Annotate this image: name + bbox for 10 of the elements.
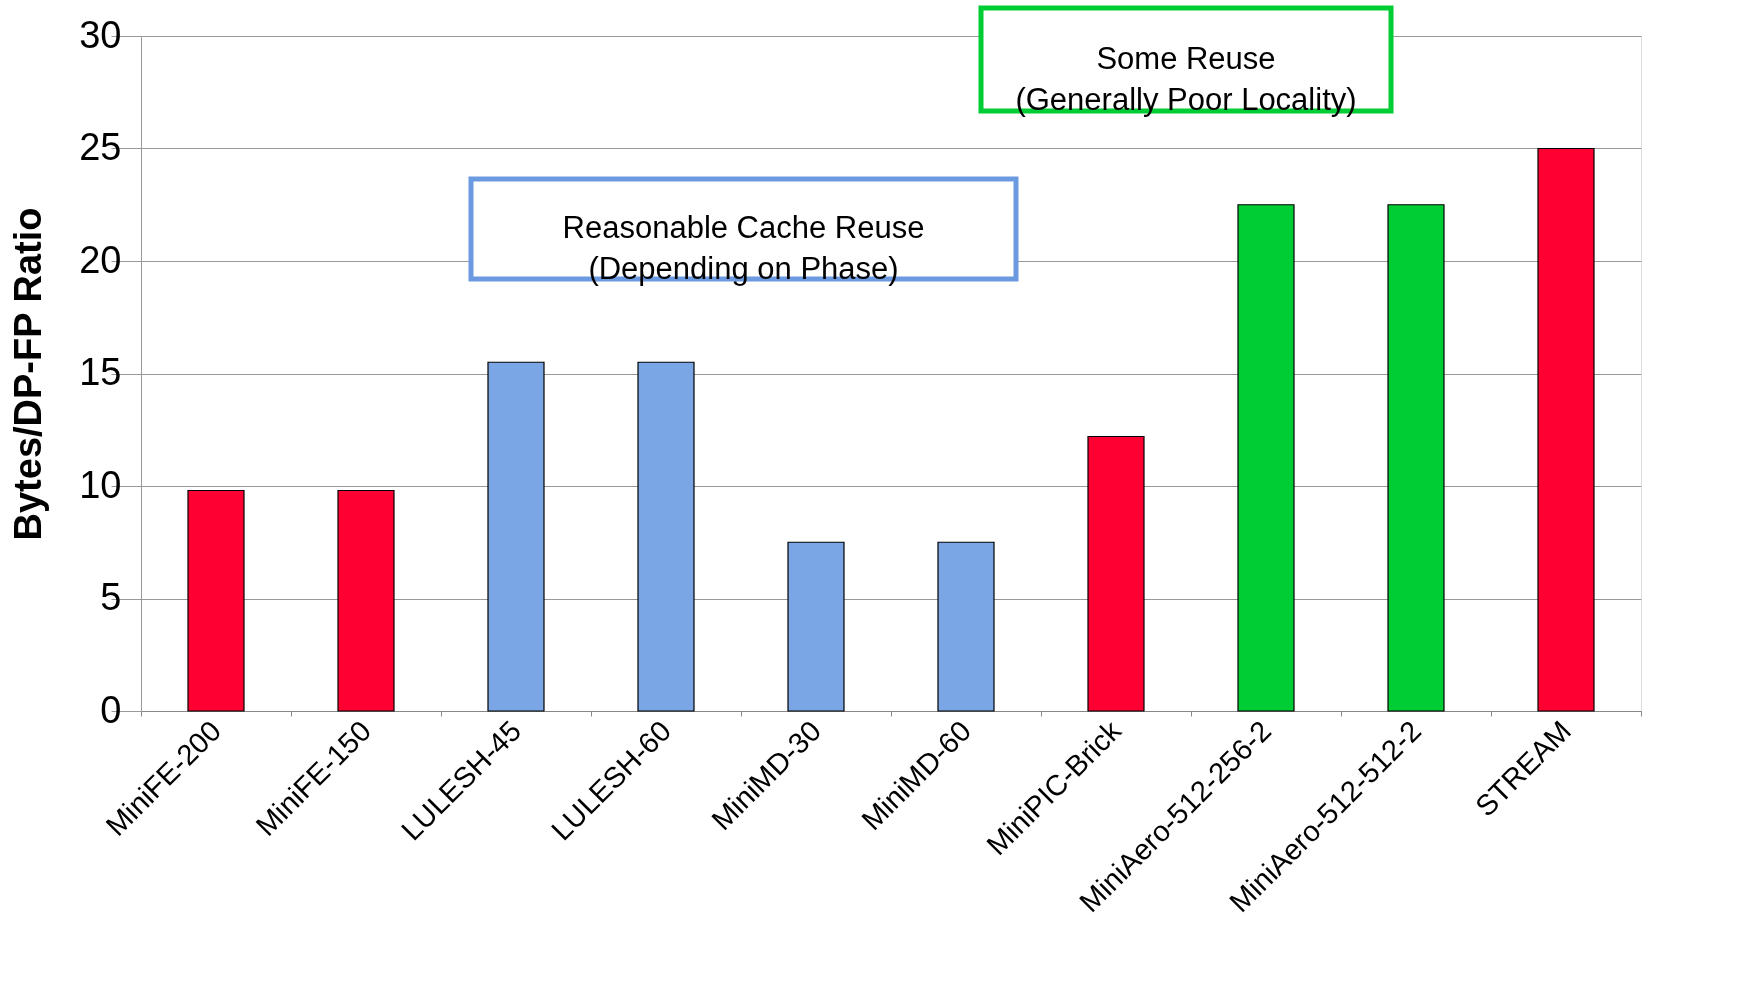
y-tick-label: 30 — [79, 13, 122, 56]
y-tick-label: 5 — [100, 576, 122, 618]
y-tick-label: 15 — [79, 351, 122, 393]
annotation: Some Reuse (Generally Poor Locality) — [1015, 40, 1357, 117]
annotation: Reasonable Cache Reuse (Depending on Phase) — [562, 210, 925, 286]
y-tick-label: 20 — [79, 238, 122, 281]
y-tick-label: 0 — [100, 688, 122, 731]
y-axis-title: Bytes/DP-FP Ratio — [7, 207, 50, 541]
y-tick-label: 25 — [79, 126, 122, 168]
y-tick-label: 10 — [79, 463, 122, 506]
